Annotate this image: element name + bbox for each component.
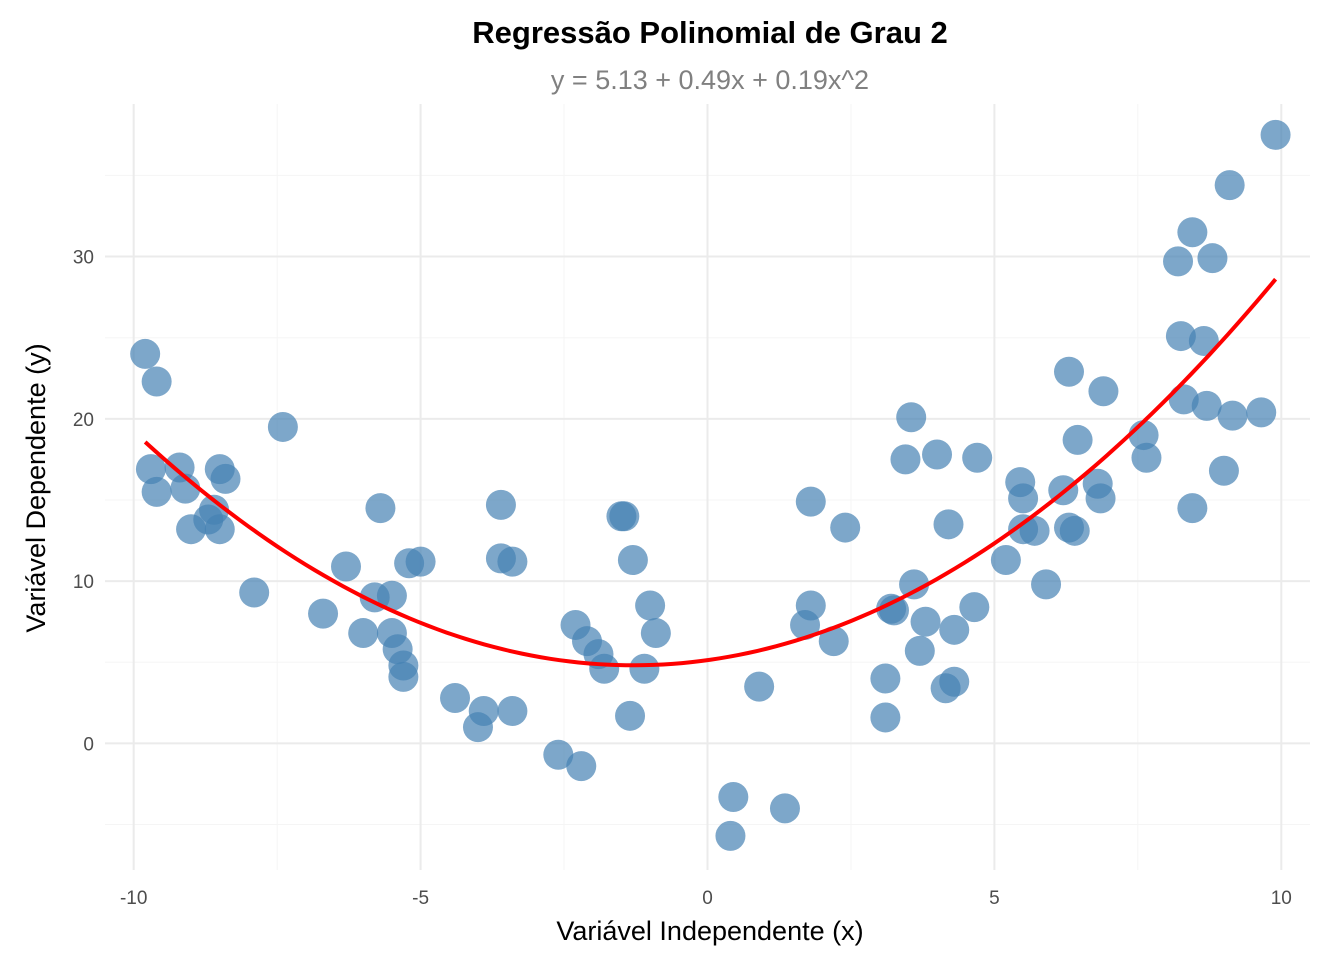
y-axis-title: Variável Dependente (y) [21, 343, 51, 632]
x-tick-label: 5 [989, 888, 1000, 909]
x-tick-label: 10 [1271, 888, 1292, 909]
data-point [1062, 424, 1093, 455]
y-tick-label: 0 [83, 734, 94, 755]
data-point [870, 702, 901, 733]
data-point [640, 618, 671, 649]
data-point [870, 663, 901, 694]
x-tick-label: 0 [702, 888, 713, 909]
data-point [331, 551, 361, 582]
data-point [795, 486, 826, 517]
data-point [1177, 493, 1208, 524]
data-point [497, 695, 528, 726]
data-point [1008, 483, 1039, 514]
data-point [896, 402, 927, 433]
data-point [922, 439, 953, 470]
data-point [1131, 442, 1162, 473]
regression-curve [143, 277, 1278, 668]
data-point [635, 590, 666, 621]
x-axis-ticks: -10 -5 0 5 10 [120, 888, 1292, 909]
data-point [388, 661, 419, 692]
data-point [629, 653, 660, 684]
data-point [718, 781, 749, 812]
data-point [1165, 321, 1196, 352]
data-point [1197, 243, 1228, 274]
data-point [904, 635, 935, 666]
data-point [405, 546, 436, 577]
data-point [744, 671, 775, 702]
data-point [497, 546, 528, 577]
data-point [141, 366, 172, 397]
data-point [1059, 515, 1090, 546]
data-point [1031, 569, 1062, 600]
data-points [130, 119, 1291, 851]
data-point [210, 463, 241, 494]
major-gridlines [105, 104, 1310, 870]
y-axis-ticks: 0 10 20 30 [73, 248, 94, 756]
data-point [589, 653, 620, 684]
data-point [566, 751, 597, 782]
data-point [485, 489, 516, 520]
data-point [899, 569, 930, 600]
data-point [1208, 455, 1239, 486]
data-point [959, 592, 990, 623]
data-point [1246, 397, 1277, 428]
data-point [365, 493, 396, 524]
data-point [1088, 376, 1119, 407]
data-point [1188, 325, 1219, 356]
y-tick-label: 10 [73, 572, 94, 593]
data-point [990, 545, 1021, 576]
x-axis-title: Variável Independente (x) [556, 916, 863, 946]
data-point [1260, 119, 1291, 150]
data-point [440, 682, 471, 713]
x-tick-label: -10 [120, 888, 147, 909]
data-point [543, 739, 574, 770]
data-point [1217, 400, 1248, 431]
data-point [1019, 515, 1050, 546]
data-point [1163, 246, 1194, 277]
data-point [376, 580, 407, 611]
data-point [1085, 483, 1116, 514]
data-point [715, 820, 746, 851]
data-point [818, 626, 849, 657]
data-point [239, 577, 270, 608]
data-point [141, 476, 172, 507]
x-tick-label: -5 [412, 888, 429, 909]
data-point [462, 712, 493, 743]
data-point [878, 595, 909, 626]
data-point [939, 614, 970, 645]
data-point [1054, 356, 1084, 387]
data-point [795, 590, 826, 621]
data-point [617, 545, 648, 576]
data-point [769, 793, 800, 824]
data-point [939, 666, 970, 697]
data-point [135, 454, 166, 485]
data-point [308, 598, 339, 629]
chart-title: Regressão Polinomial de Grau 2 [472, 15, 948, 50]
y-tick-label: 20 [73, 410, 94, 431]
y-tick-label: 30 [73, 248, 94, 269]
data-point [609, 501, 640, 532]
data-point [615, 700, 646, 731]
data-point [348, 618, 379, 649]
data-point [1177, 217, 1208, 248]
data-point [933, 509, 964, 540]
data-point [130, 338, 161, 369]
data-point [910, 606, 941, 637]
data-point [830, 512, 861, 543]
data-point [204, 514, 235, 545]
data-point [962, 442, 993, 473]
data-point [1214, 170, 1245, 201]
chart-subtitle: y = 5.13 + 0.49x + 0.19x^2 [551, 65, 869, 95]
data-point [1191, 390, 1222, 421]
data-point [890, 444, 921, 475]
data-point [267, 411, 298, 442]
